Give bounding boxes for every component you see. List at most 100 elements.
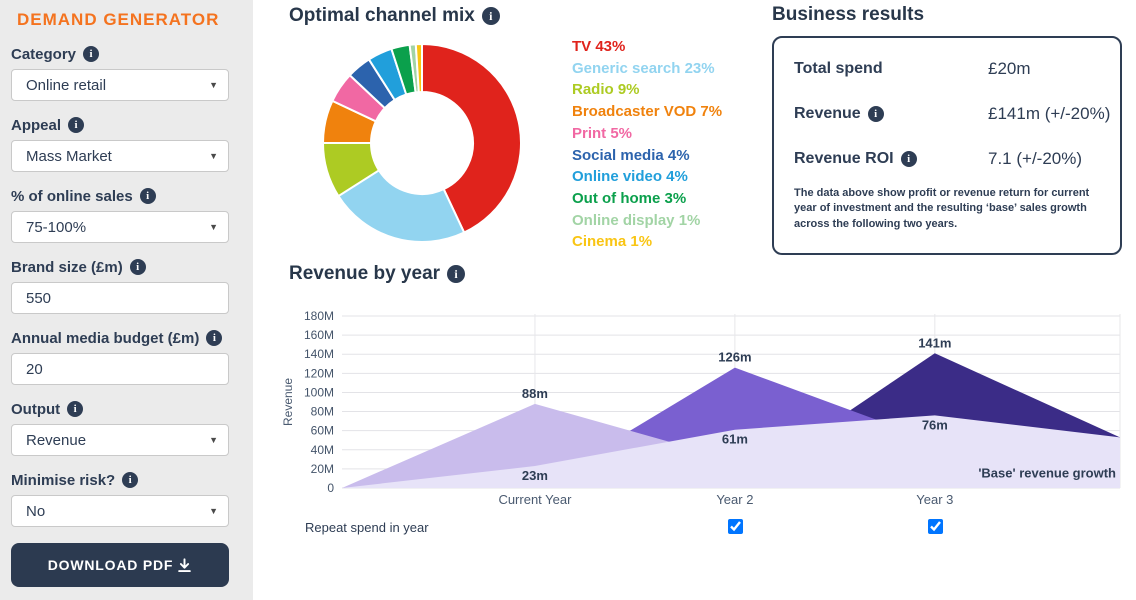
legend-item-online-display: Online display 1% [572, 211, 701, 229]
business-results-footnote: The data above show profit or revenue re… [794, 187, 1090, 230]
total-spend-row: Total spend £20m [794, 59, 1100, 78]
media-budget-label: Annual media budget (£m) i [11, 328, 229, 348]
download-icon [178, 557, 192, 572]
revenue-value: £141m (+/-20%) [988, 104, 1111, 123]
x-tick-label-year-2: Year 2 [716, 492, 753, 507]
info-icon[interactable]: i [83, 46, 100, 62]
chevron-down-icon: ▼ [209, 222, 218, 232]
channel-mix-title: Optimal channel mix i [289, 5, 500, 27]
y-tick-label: 140M [304, 347, 334, 361]
info-icon[interactable]: i [129, 259, 146, 275]
channel-mix-title-text: Optimal channel mix [289, 5, 475, 26]
brand-size-label: Brand size (£m) i [11, 257, 229, 277]
legend-item-tv: TV 43% [572, 38, 626, 55]
value-label-61m: 61m [722, 432, 748, 447]
appeal-select[interactable]: Mass Market ▼ [11, 140, 229, 172]
revenue-roi-value: 7.1 (+/-20%) [988, 149, 1083, 168]
info-icon[interactable]: i [139, 188, 156, 204]
chevron-down-icon: ▼ [209, 151, 218, 161]
donut-segment-cinema [414, 43, 423, 94]
y-tick-label: 80M [311, 405, 334, 419]
y-tick-label: 180M [304, 309, 334, 323]
channel-mix-donut [322, 43, 522, 243]
revenue-label-text: Revenue [794, 105, 861, 122]
minimise-risk-select-value: No [26, 502, 46, 520]
value-label-76m: 76m [922, 417, 948, 432]
value-label-126m: 126m [718, 350, 751, 365]
legend-item-out-of-home: Out of home 3% [572, 189, 687, 207]
revenue-roi-row: Revenue ROI i 7.1 (+/-20%) [794, 149, 1100, 168]
category-label: Category i [11, 44, 229, 64]
chevron-down-icon: ▼ [209, 435, 218, 445]
repeat-spend-label: Repeat spend in year [305, 520, 429, 535]
output-select-value: Revenue [26, 431, 87, 449]
legend-item-generic-search: Generic search 23% [572, 59, 715, 77]
info-icon[interactable]: i [900, 151, 917, 167]
field-appeal: Appeal i Mass Market ▼ [11, 115, 229, 172]
chevron-down-icon: ▼ [209, 80, 218, 90]
value-label-141m: 141m [918, 335, 951, 350]
online-sales-label-text: % of online sales [11, 187, 133, 205]
base-revenue-growth-annotation: 'Base' revenue growth [978, 465, 1116, 480]
revenue-by-year-title-text: Revenue by year [289, 263, 441, 284]
brand-size-input[interactable] [11, 282, 229, 314]
legend-item-broadcaster-vod: Broadcaster VOD 7% [572, 103, 723, 121]
category-label-text: Category [11, 45, 77, 63]
total-spend-label: Total spend [794, 60, 883, 78]
brand-size-label-text: Brand size (£m) [11, 258, 123, 276]
info-icon[interactable]: i [68, 117, 85, 133]
download-pdf-label: DOWNLOAD PDF [47, 557, 174, 573]
area-series-base-revenue-growth [342, 415, 1120, 488]
donut-segment-tv [421, 43, 522, 234]
total-spend-value: £20m [988, 59, 1031, 78]
revenue-by-year-chart: 0 20M 40M 60M 80M 100M 120M 140M 160M 180M 88m 23m 1… [281, 309, 1121, 507]
legend-item-online-video: Online video 4% [572, 168, 688, 186]
business-results-panel: Total spend £20m Revenue i £141m (+/-20%… [772, 36, 1122, 255]
media-budget-label-text: Annual media budget (£m) [11, 329, 200, 347]
repeat-spend-year2-checkbox[interactable] [728, 519, 743, 534]
info-icon[interactable]: i [206, 330, 223, 346]
repeat-spend-year3-checkbox[interactable] [928, 519, 943, 534]
y-tick-label: 0 [327, 481, 334, 495]
field-output: Output i Revenue ▼ [11, 399, 229, 456]
output-select[interactable]: Revenue ▼ [11, 424, 229, 456]
info-icon[interactable]: i [122, 472, 139, 488]
field-minimise-risk: Minimise risk? i No ▼ [11, 470, 229, 527]
legend-item-print: Print 5% [572, 124, 633, 142]
appeal-label-text: Appeal [11, 116, 62, 134]
online-sales-select[interactable]: 75-100% ▼ [11, 211, 229, 243]
y-tick-label: 160M [304, 328, 334, 342]
category-select-value: Online retail [26, 76, 107, 94]
total-spend-label-text: Total spend [794, 60, 883, 77]
revenue-row: Revenue i £141m (+/-20%) [794, 104, 1110, 123]
appeal-select-value: Mass Market [26, 147, 112, 165]
business-results-title-text: Business results [772, 4, 925, 25]
category-select[interactable]: Online retail ▼ [11, 69, 229, 101]
minimise-risk-label: Minimise risk? i [11, 470, 229, 490]
donut-segment-generic-search [337, 169, 466, 243]
y-axis-title: Revenue [281, 378, 295, 426]
business-results-title: Business results [772, 4, 924, 26]
output-label: Output i [11, 399, 229, 419]
chevron-down-icon: ▼ [209, 506, 218, 516]
media-budget-input[interactable] [11, 353, 229, 385]
legend-item-cinema: Cinema 1% [572, 233, 653, 251]
download-pdf-button[interactable]: DOWNLOAD PDF [11, 543, 229, 587]
field-online-sales: % of online sales i 75-100% ▼ [11, 186, 229, 243]
app-title: DEMAND GENERATOR [17, 10, 220, 29]
minimise-risk-select[interactable]: No ▼ [11, 495, 229, 527]
legend-item-radio: Radio 9% [572, 81, 640, 99]
info-icon[interactable]: i [67, 401, 84, 417]
info-icon[interactable]: i [447, 265, 466, 283]
revenue-roi-label: Revenue ROI i [794, 150, 917, 168]
revenue-roi-label-text: Revenue ROI [794, 150, 894, 167]
value-label-23m: 23m [522, 468, 548, 483]
value-label-88m: 88m [522, 386, 548, 401]
output-label-text: Output [11, 400, 61, 418]
info-icon[interactable]: i [867, 106, 884, 122]
legend-item-social-media: Social media 4% [572, 146, 690, 164]
x-tick-label-year-3: Year 3 [916, 492, 953, 507]
revenue-label: Revenue i [794, 105, 884, 123]
info-icon[interactable]: i [481, 7, 500, 25]
